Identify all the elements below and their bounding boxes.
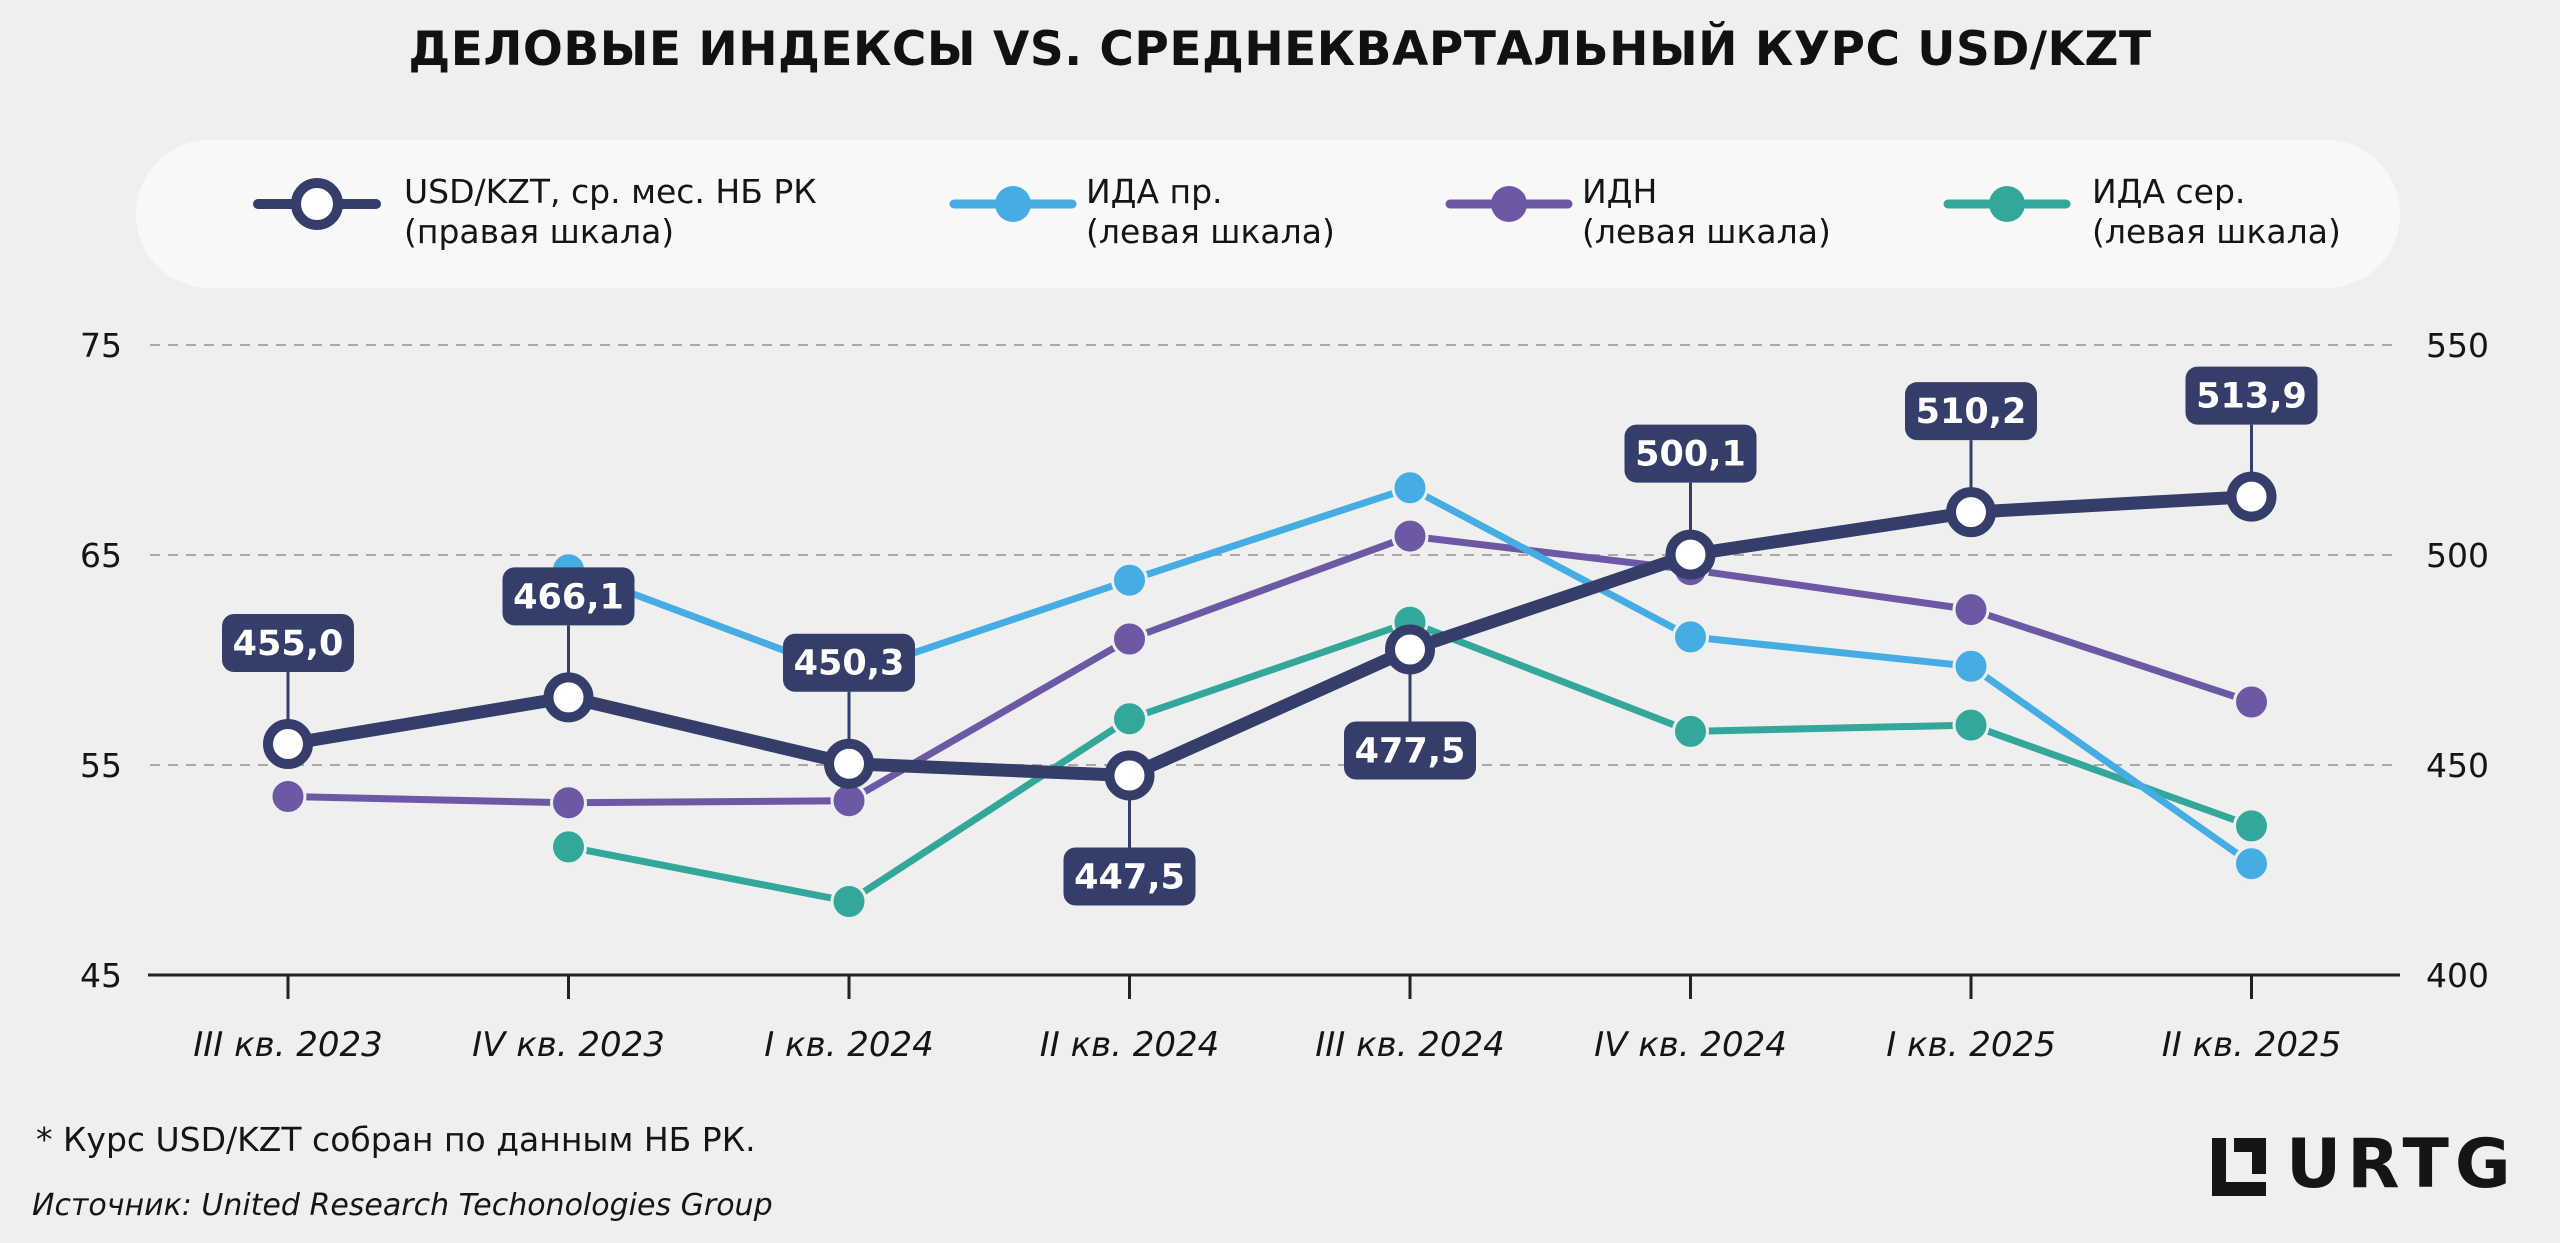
legend-label-ida-pr: ИДА пр. (левая шкала) bbox=[1086, 172, 1335, 251]
point-idn bbox=[830, 782, 868, 820]
usd-callout-box bbox=[502, 567, 635, 626]
legend-label-usd: USD/KZT, ср. мес. НБ РК (правая шкала) bbox=[404, 172, 817, 251]
point-ida-pr bbox=[1672, 618, 1709, 656]
x-tick-label: IV кв. 2024 bbox=[1594, 1025, 1787, 1065]
x-tick-label: III кв. 2023 bbox=[193, 1025, 383, 1065]
usd-callout-box bbox=[222, 614, 354, 672]
y-right-tick-label: 400 bbox=[2426, 956, 2489, 995]
y-right-tick-label: 450 bbox=[2426, 746, 2489, 785]
series-line-usd bbox=[281, 490, 2258, 782]
usd-data-label: 466,1 bbox=[513, 577, 624, 617]
point-ida-ser bbox=[1952, 706, 1990, 744]
usd-callout-box bbox=[1624, 424, 1757, 483]
point-ida-ser bbox=[830, 883, 868, 920]
logo-text: URTG bbox=[2286, 1125, 2517, 1204]
usd-data-label: 450,3 bbox=[794, 644, 905, 684]
y-left-tick-label: 75 bbox=[80, 326, 122, 365]
x-tick-label: I кв. 2025 bbox=[1886, 1025, 2056, 1065]
x-tick-label: II кв. 2025 bbox=[2162, 1025, 2342, 1065]
point-ida-pr bbox=[1952, 647, 1990, 685]
legend-label-idn: ИДН (левая шкала) bbox=[1582, 172, 1831, 251]
x-tick-label: I кв. 2024 bbox=[764, 1025, 934, 1065]
usd-callout-box bbox=[783, 633, 915, 692]
usd-callout-box bbox=[1344, 721, 1476, 780]
point-ida-pr bbox=[2233, 845, 2270, 883]
legend-marker-usd-icon bbox=[253, 178, 381, 230]
point-usd bbox=[1385, 624, 1435, 675]
point-usd bbox=[1946, 487, 1996, 538]
point-ida-ser bbox=[1111, 700, 1148, 738]
usd-data-label: 513,9 bbox=[2196, 377, 2307, 417]
point-usd bbox=[1665, 529, 1716, 580]
x-tick-label: IV кв. 2023 bbox=[472, 1025, 665, 1065]
point-usd bbox=[543, 672, 594, 723]
point-idn bbox=[269, 778, 307, 815]
point-ida-pr bbox=[1391, 469, 1429, 507]
series-line-idn bbox=[287, 532, 2253, 807]
y-right-tick-label: 500 bbox=[2426, 536, 2489, 575]
y-left-tick-label: 45 bbox=[80, 956, 122, 995]
y-left-tick-label: 65 bbox=[80, 536, 122, 575]
footnote: * Курс USD/KZT собран по данным НБ РК. bbox=[36, 1120, 756, 1159]
legend-label-ida-ser: ИДА сер. (левая шкала) bbox=[2092, 172, 2341, 251]
point-ida-ser bbox=[1672, 712, 1709, 750]
usd-callout-box bbox=[2185, 366, 2318, 425]
point-ida-ser bbox=[550, 828, 587, 866]
usd-data-label: 477,5 bbox=[1355, 732, 1466, 772]
point-idn bbox=[1391, 517, 1429, 555]
x-tick-label: III кв. 2024 bbox=[1315, 1025, 1505, 1065]
point-usd bbox=[824, 738, 874, 789]
point-ida-pr bbox=[1111, 561, 1148, 599]
legend-marker-ida-ser-icon bbox=[1943, 186, 2071, 222]
source-note: Источник: United Research Techonologies … bbox=[32, 1188, 773, 1223]
usd-data-label: 510,2 bbox=[1916, 392, 2027, 432]
point-ida-ser bbox=[2233, 807, 2270, 845]
usd-data-label: 455,0 bbox=[233, 624, 344, 664]
usd-callout-box bbox=[1063, 847, 1196, 906]
y-right-tick-label: 550 bbox=[2426, 326, 2489, 365]
y-left-tick-label: 55 bbox=[80, 746, 122, 785]
chart-plot: 45 55 65 75 400 450 500 550 III кв. 2023 IV кв. 2… bbox=[80, 326, 2489, 1065]
legend-marker-idn-icon bbox=[1445, 186, 1573, 222]
chart-title: ДЕЛОВЫЕ ИНДЕКСЫ VS. СРЕДНЕКВАРТАЛЬНЫЙ КУ… bbox=[408, 22, 2152, 77]
legend: USD/KZT, ср. мес. НБ РК (правая шкала) ИД… bbox=[136, 140, 2400, 288]
legend-marker-ida-pr-icon bbox=[949, 186, 1077, 222]
point-usd bbox=[2226, 471, 2277, 522]
point-idn bbox=[2233, 683, 2270, 721]
logo-mark-icon bbox=[2212, 1138, 2266, 1196]
point-usd bbox=[1104, 750, 1155, 801]
point-idn bbox=[1952, 591, 1990, 629]
usd-callout-box bbox=[1905, 382, 2037, 441]
point-idn bbox=[1111, 620, 1148, 658]
x-tick-label: II кв. 2024 bbox=[1040, 1025, 1220, 1065]
urtg-logo: URTG bbox=[2208, 1130, 2511, 1202]
usd-data-label: 447,5 bbox=[1074, 858, 1185, 898]
point-idn bbox=[550, 784, 587, 822]
point-usd bbox=[263, 719, 313, 769]
usd-data-label: 500,1 bbox=[1635, 435, 1746, 475]
